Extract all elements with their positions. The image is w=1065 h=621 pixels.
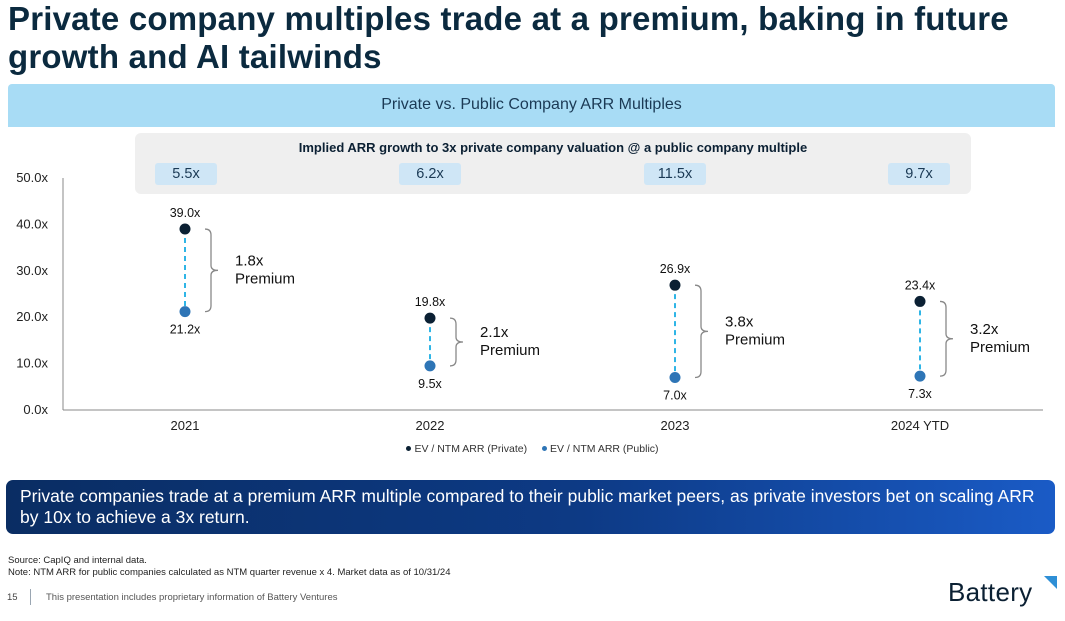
key-takeaway-text: Private companies trade at a premium ARR… [20,486,1035,527]
y-tick-label: 30.0x [16,263,48,278]
public-value-label: 7.0x [663,389,687,403]
private-value-label: 39.0x [170,206,201,220]
premium-bracket [694,284,709,379]
legend-item-private: EV / NTM ARR (Private) [406,443,527,455]
private-value-label: 23.4x [905,278,936,292]
premium-bracket [939,300,954,377]
y-tick-label: 10.0x [16,356,48,371]
public-point [179,306,191,318]
y-tick-label: 20.0x [16,309,48,324]
implied-growth-2021: 5.5x [155,163,217,185]
private-point [424,312,436,324]
source-notes: Source: CapIQ and internal data. Note: N… [8,555,451,579]
chart-legend: EV / NTM ARR (Private) EV / NTM ARR (Pub… [0,443,1065,455]
private-point [179,223,191,235]
logo-mark-icon [1044,576,1057,589]
x-tick-label: 2023 [661,418,690,433]
implied-growth-2024: 9.7x [888,163,950,185]
public-value-label: 21.2x [170,323,201,337]
x-tick-label: 2021 [171,418,200,433]
note-line: Note: NTM ARR for public companies calcu… [8,567,451,578]
y-tick-label: 40.0x [16,216,48,231]
public-value-label: 7.3x [908,387,932,401]
premium-word-label: Premium [235,270,295,287]
private-point [669,279,681,291]
y-tick-label: 0.0x [23,402,48,417]
y-tick-label: 50.0x [16,170,48,185]
premium-multiple-label: 3.2x [970,321,999,338]
implied-growth-title: Implied ARR growth to 3x private company… [298,140,808,155]
chart-area: 0.0x 10.0x 20.0x 30.0x 40.0x 50.0x 2021 2022 202… [16,170,1043,433]
implied-growth-2022: 6.2x [399,163,461,185]
battery-logo: Battery [948,577,1033,607]
private-point [914,295,926,307]
private-value-label: 19.8x [415,295,446,309]
disclaimer: This presentation includes proprietary i… [46,592,338,603]
public-value-label: 9.5x [418,377,442,391]
legend-item-public: EV / NTM ARR (Public) [542,443,659,455]
premium-multiple-label: 2.1x [480,324,509,341]
legend-label-public: EV / NTM ARR (Public) [550,443,659,455]
x-tick-label: 2022 [416,418,445,433]
premium-word-label: Premium [480,342,540,359]
footer-divider [30,589,31,605]
premium-multiple-label: 3.8x [725,313,754,330]
page-title: Private company multiples trade at a pre… [8,0,1009,75]
private-value-label: 26.9x [660,262,691,276]
legend-label-private: EV / NTM ARR (Private) [414,443,528,455]
premium-bracket [449,317,464,367]
legend-marker-public [542,445,547,451]
premium-multiple-label: 1.8x [235,252,264,269]
implied-growth-2023: 11.5x [644,163,706,185]
key-takeaway-callout: Private companies trade at a premium ARR… [6,480,1055,534]
premium-word-label: Premium [725,331,785,348]
source-line: Source: CapIQ and internal data. [8,555,147,566]
banner-title: Private vs. Public Company ARR Multiples [381,96,682,113]
legend-marker-private [406,445,412,451]
premium-word-label: Premium [970,339,1030,356]
x-tick-label: 2024 YTD [891,418,949,433]
chart-banner: Private vs. Public Company ARR Multiples [8,84,1055,127]
public-point [424,360,436,372]
public-point [669,372,681,384]
implied-growth-panel: Implied ARR growth to 3x private company… [135,133,971,194]
page-number: 15 [7,592,18,603]
public-point [914,370,926,382]
logo-mark-shape [1044,576,1057,589]
premium-bracket [204,228,219,313]
